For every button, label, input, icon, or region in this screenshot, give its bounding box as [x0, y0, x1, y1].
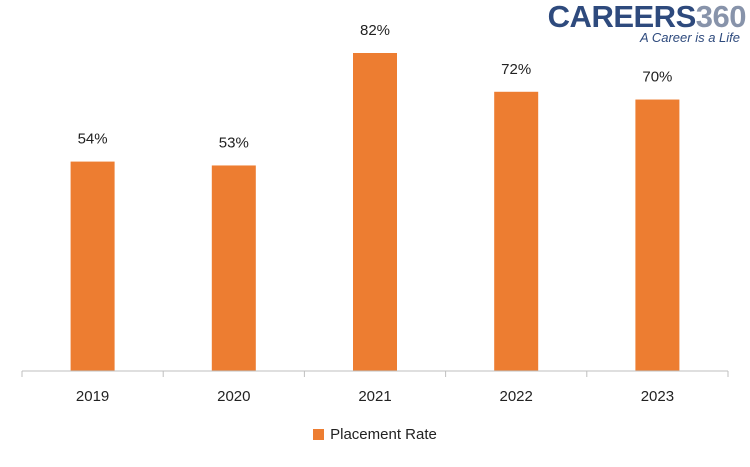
- x-tick-label-2023: 2023: [641, 388, 674, 405]
- data-label-2021: 82%: [360, 22, 390, 39]
- bar-2023: [635, 99, 680, 371]
- bar-2020: [211, 165, 256, 371]
- careers360-logo: CAREERS360 A Career is a Life: [548, 0, 747, 48]
- logo-tagline: A Career is a Life: [640, 30, 740, 45]
- data-label-2020: 53%: [219, 134, 249, 151]
- legend: Placement Rate: [0, 426, 750, 443]
- bar-chart: 54% 2019 53% 2020 82% 2021 72% 2022 70% 2023: [21, 22, 729, 405]
- x-tick-label-2021: 2021: [358, 388, 391, 405]
- bar-2021: [353, 53, 397, 371]
- bar-2022: [494, 91, 539, 371]
- logo-brand: CAREERS360: [547, 0, 747, 34]
- logo-brand-text: CAREERS: [547, 0, 697, 34]
- x-tick-label-2019: 2019: [76, 388, 109, 405]
- data-label-2023: 70%: [642, 69, 672, 86]
- legend-label: Placement Rate: [330, 426, 437, 443]
- logo-brand-number: 360: [695, 0, 747, 34]
- data-label-2019: 54%: [78, 131, 108, 148]
- x-tick-label-2022: 2022: [500, 388, 533, 405]
- bar-2019: [70, 161, 115, 371]
- x-tick-label-2020: 2020: [217, 388, 250, 405]
- data-label-2022: 72%: [501, 61, 531, 78]
- legend-swatch: [313, 429, 325, 440]
